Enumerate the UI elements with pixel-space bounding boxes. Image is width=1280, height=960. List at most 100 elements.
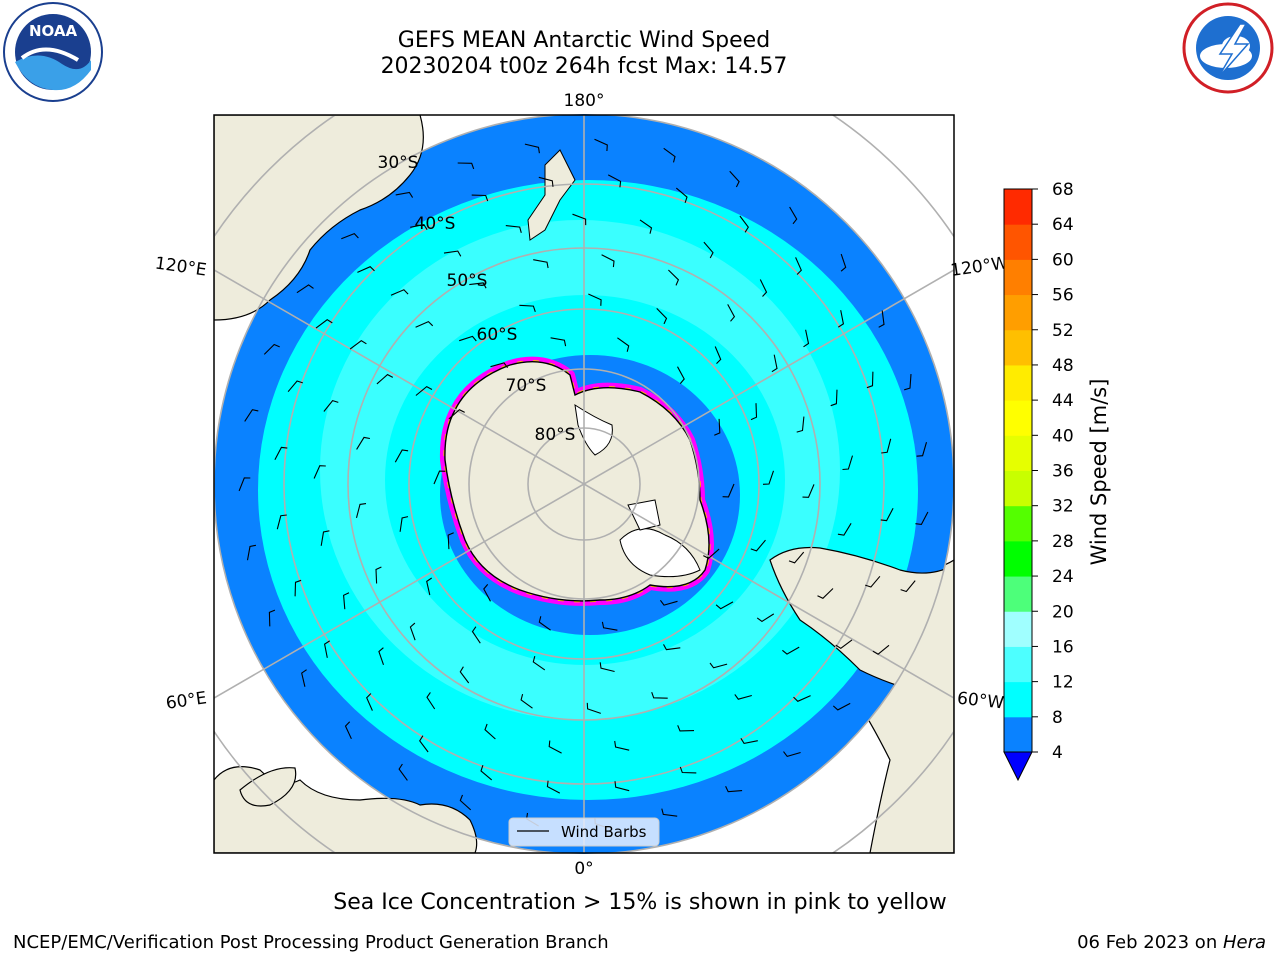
wind-barb xyxy=(586,702,601,714)
colorbar-segment xyxy=(1004,364,1032,401)
lat-label-60s: 60°S xyxy=(477,325,518,345)
wind-barb xyxy=(294,579,302,597)
wind-barb xyxy=(320,530,330,546)
wind-barb xyxy=(426,692,436,710)
wind-barb xyxy=(344,721,352,740)
map-title: GEFS MEAN Antarctic Wind Speed xyxy=(397,28,771,53)
wind-barb xyxy=(663,147,676,163)
wind-barb xyxy=(323,640,330,658)
wind-barb xyxy=(238,477,251,492)
wind-barb xyxy=(471,194,489,202)
wind-barb xyxy=(480,765,493,781)
wind-barb xyxy=(842,455,854,471)
colorbar-segment xyxy=(1004,611,1032,647)
colorbar-tick-label: 36 xyxy=(1052,462,1074,482)
colorbar-tick-label: 64 xyxy=(1052,215,1074,235)
colorbar-segment xyxy=(1004,716,1032,753)
wind-barb xyxy=(725,786,743,793)
wind-barb xyxy=(313,465,326,479)
wind-barb xyxy=(727,304,736,322)
wind-barb xyxy=(588,293,602,306)
wind-barb xyxy=(659,599,678,606)
colorbar-tick-label: 32 xyxy=(1052,497,1074,517)
colorbar-tick-label: 8 xyxy=(1052,708,1063,728)
wind-barb xyxy=(739,215,749,233)
wind-barb xyxy=(356,436,371,450)
colorbar-tick-label: 68 xyxy=(1052,180,1074,200)
wind-barbs xyxy=(238,138,929,829)
wind-barb xyxy=(838,310,845,328)
wind-barb xyxy=(663,644,681,651)
wind-barb xyxy=(505,225,522,233)
footer-date-text: 06 Feb 2023 on xyxy=(1077,932,1223,953)
wind-barb xyxy=(366,693,373,711)
wind-barb xyxy=(268,609,276,627)
lon-label-120e: 120°E xyxy=(154,254,208,281)
wind-barb xyxy=(524,143,540,154)
wind-barb xyxy=(817,588,834,599)
wind-barb xyxy=(740,738,758,745)
wind-barb xyxy=(709,662,728,669)
lon-label-120w: 120°W xyxy=(949,253,1009,281)
wind-barb xyxy=(483,584,491,602)
wind-barb xyxy=(398,763,408,781)
wind-barb xyxy=(837,523,852,536)
wind-barb xyxy=(550,337,567,347)
colorbar-segment xyxy=(1004,576,1032,612)
lat-label-30s: 30°S xyxy=(378,153,419,173)
wind-barb xyxy=(771,354,778,373)
map-frame xyxy=(213,114,955,854)
wind-barb xyxy=(471,626,481,644)
colorbar-segment xyxy=(1004,259,1032,296)
wind-barb xyxy=(447,532,454,550)
madagascar-landmass xyxy=(239,767,297,807)
new-zealand-landmass xyxy=(527,149,576,241)
graticule xyxy=(214,115,954,853)
wind-barb xyxy=(915,511,929,525)
weddell-sea-ice xyxy=(619,528,701,578)
wind-barb xyxy=(614,781,630,792)
legend-label: Wind Barbs xyxy=(561,823,647,841)
wind-barb xyxy=(532,655,546,671)
wind-barb xyxy=(433,470,446,485)
wind-barb xyxy=(840,253,847,272)
wind-barb xyxy=(872,644,890,655)
wind-barb xyxy=(803,329,810,348)
wind-barb xyxy=(538,176,554,187)
colorbar-segment xyxy=(1004,681,1032,718)
wind-barb xyxy=(484,723,496,740)
colorbar-label: Wind Speed [m/s] xyxy=(1087,379,1111,566)
footer-credit: NCEP/EMC/Verification Post Processing Pr… xyxy=(13,932,609,953)
wind-barb xyxy=(750,403,758,421)
wind-barb xyxy=(601,621,618,631)
wind-barb xyxy=(916,442,928,457)
colorbar-tick-label: 56 xyxy=(1052,286,1074,306)
wind-barb xyxy=(607,174,622,188)
wind-barb xyxy=(296,284,314,294)
wind-barb xyxy=(263,343,280,355)
wind-barb xyxy=(796,416,805,433)
wind-barb xyxy=(287,380,303,393)
colorbar-tick-label: 12 xyxy=(1052,673,1074,693)
wind-barb xyxy=(246,544,257,561)
wind-barb xyxy=(341,232,359,240)
sea-ice-note: Sea Ice Concentration > 15% is shown in … xyxy=(333,890,947,915)
wind-barb xyxy=(783,751,801,758)
wind-barb xyxy=(490,362,509,369)
colorbar-segment xyxy=(1004,189,1032,225)
wind-barb xyxy=(409,622,416,641)
footer-host: Hera xyxy=(1222,932,1266,953)
wind-barb xyxy=(722,483,735,498)
wind-barb xyxy=(782,646,800,655)
wind-barb xyxy=(426,577,433,596)
wind-barb xyxy=(394,449,409,463)
lon-label-180: 180° xyxy=(564,91,605,111)
wind-barb xyxy=(762,470,775,485)
wind-barb xyxy=(865,575,881,588)
wind-barb xyxy=(244,409,259,422)
wind-barb xyxy=(793,695,811,702)
noaa-logo: NOAA xyxy=(3,2,103,102)
colorbar-tick-label: 60 xyxy=(1052,250,1074,270)
colorbar-segment xyxy=(1004,400,1032,436)
wind-barb xyxy=(668,269,680,286)
